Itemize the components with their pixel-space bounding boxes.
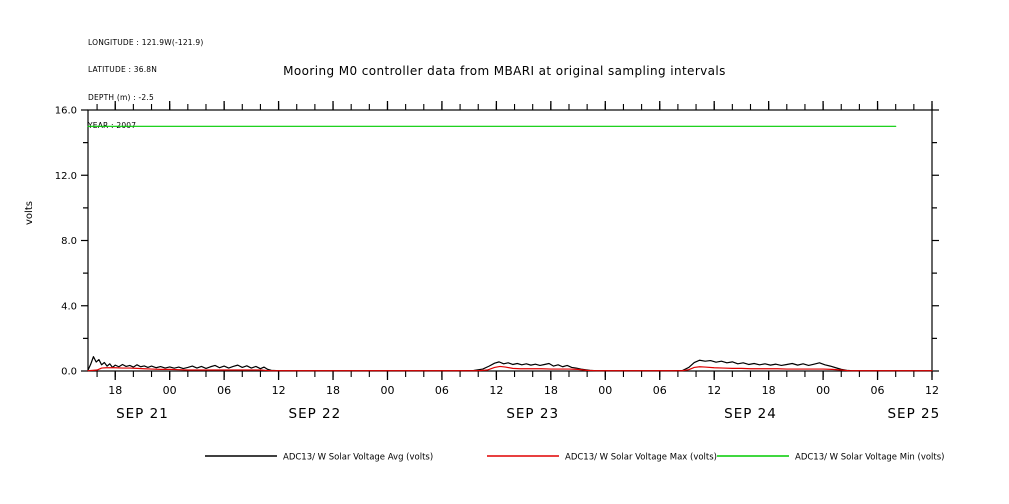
x-hour-label: 00 xyxy=(163,384,177,397)
y-tick-label: 0.0 xyxy=(61,367,77,378)
y-tick-label: 16.0 xyxy=(55,106,77,117)
chart-title: Mooring M0 controller data from MBARI at… xyxy=(283,64,726,78)
x-hour-label: 18 xyxy=(326,384,340,397)
legend-label: ADC13/ W Solar Voltage Avg (volts) xyxy=(283,453,433,463)
latitude-text: LATITUDE : 36.8N xyxy=(88,65,158,75)
longitude-text: LONGITUDE : 121.9W(-121.9) xyxy=(88,37,204,47)
plot-frame xyxy=(87,109,933,372)
y-tick-label: 12.0 xyxy=(55,171,77,182)
x-hour-label: 00 xyxy=(598,384,612,397)
x-hour-label: 12 xyxy=(489,384,503,397)
x-day-label: SEP 22 xyxy=(289,406,342,422)
depth-text: DEPTH (m) : -2.5 xyxy=(88,93,154,103)
x-hour-label: 06 xyxy=(871,384,885,397)
series-line xyxy=(87,356,933,372)
x-hour-label: 18 xyxy=(544,384,558,397)
series-line xyxy=(87,365,933,372)
x-hour-label: 12 xyxy=(272,384,286,397)
x-day-label: SEP 23 xyxy=(506,406,559,422)
legend-label: ADC13/ W Solar Voltage Max (volts) xyxy=(565,453,717,463)
x-hour-label: 12 xyxy=(925,384,939,397)
legend-label: ADC13/ W Solar Voltage Min (volts) xyxy=(795,453,945,463)
x-hour-label: 18 xyxy=(108,384,122,397)
x-day-label: SEP 25 xyxy=(887,406,940,422)
x-hour-label: 06 xyxy=(435,384,449,397)
x-day-label: SEP 24 xyxy=(724,406,777,422)
x-hour-label: 00 xyxy=(380,384,394,397)
x-hour-label: 00 xyxy=(816,384,830,397)
y-tick-label: 4.0 xyxy=(61,301,77,312)
x-hour-label: 12 xyxy=(707,384,721,397)
y-tick-label: 8.0 xyxy=(61,236,77,247)
x-hour-label: 18 xyxy=(762,384,776,397)
x-hour-label: 06 xyxy=(217,384,231,397)
x-hour-label: 06 xyxy=(653,384,667,397)
x-day-label: SEP 21 xyxy=(116,406,169,422)
